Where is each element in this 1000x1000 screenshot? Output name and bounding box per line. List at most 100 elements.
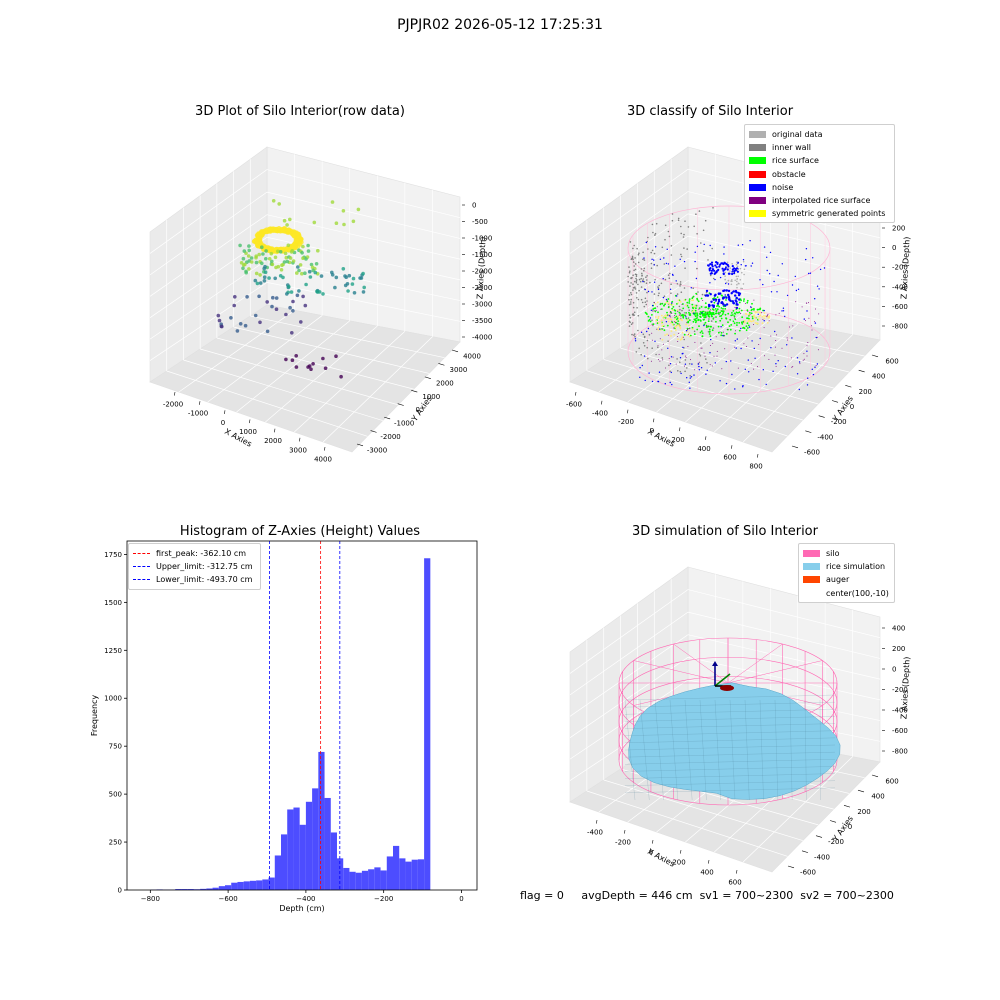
- noise-point: [727, 293, 730, 297]
- original-point: [735, 275, 738, 278]
- grid-line: [233, 326, 430, 374]
- noise-point: [781, 310, 783, 312]
- legend-auger: auger: [803, 573, 888, 586]
- noise-point: [698, 365, 700, 368]
- noise-point: [671, 302, 673, 304]
- symmetric-point: [753, 316, 756, 318]
- original-point: [731, 279, 733, 281]
- interpolated-point: [680, 316, 682, 318]
- rice-surface-point: [730, 314, 733, 317]
- interpolated-point: [781, 347, 783, 349]
- legend-line: [133, 553, 150, 555]
- symmetric-point: [667, 320, 670, 323]
- legend-label: first_peak: -362.10 cm: [156, 549, 247, 559]
- plot4-z-tick-label: -800: [892, 748, 908, 756]
- noise-point: [815, 336, 817, 339]
- symmetric-point: [666, 333, 668, 336]
- data-point: [291, 299, 295, 304]
- symmetric-point: [678, 324, 680, 327]
- plot2-x-tick-mark: [679, 427, 681, 432]
- noise-point: [714, 298, 718, 301]
- noise-point: [679, 258, 681, 260]
- symmetric-point: [691, 328, 694, 331]
- noise-point: [740, 264, 742, 266]
- data-point: [284, 357, 288, 362]
- data-point: [344, 275, 349, 280]
- plot1-z-tick-label: -4000: [472, 334, 492, 342]
- rice-mesh-line: [624, 766, 836, 772]
- noise-point: [734, 388, 736, 390]
- interpolated-point: [767, 314, 769, 316]
- symmetric-point: [752, 320, 755, 322]
- inner-wall-point: [636, 307, 638, 309]
- inner-wall-point: [705, 358, 707, 360]
- symmetric-point: [681, 336, 684, 339]
- data-point: [273, 255, 278, 260]
- inner-wall-point: [683, 247, 685, 249]
- rice-surface-point: [746, 322, 749, 325]
- plot1-x-tick-label: -1000: [188, 410, 208, 418]
- plot2-x-tick-mark: [757, 453, 759, 458]
- data-point: [258, 273, 262, 277]
- rice-surface-point: [725, 333, 728, 335]
- data-point: [295, 293, 300, 298]
- plot2-x-tick-mark: [575, 391, 577, 396]
- rice-surface-point: [699, 315, 701, 318]
- plot1-raw-data-3d: -2000-100001000200030004000-3000-2000-10…: [149, 146, 492, 464]
- rice-surface-point: [686, 301, 689, 304]
- histogram-bar: [249, 880, 257, 890]
- noise-point: [647, 290, 650, 293]
- grid-line: [569, 280, 881, 361]
- grid-line: [714, 329, 826, 433]
- rice-surface-point: [722, 312, 725, 314]
- data-point: [249, 260, 254, 264]
- rice-surface-point: [644, 311, 647, 314]
- noise-point: [796, 357, 799, 359]
- inner-wall-point: [637, 314, 640, 317]
- noise-point: [719, 276, 722, 279]
- data-point: [351, 219, 356, 224]
- interpolated-point: [685, 356, 687, 358]
- noise-point: [649, 317, 652, 319]
- plot3-histogram: −800 −600 −400 −200 0 0 250 500 750 1000 1250 1500 1…: [90, 540, 478, 913]
- symmetric-point: [654, 303, 657, 305]
- interpolated-point: [694, 341, 696, 343]
- data-point: [339, 374, 343, 379]
- rice-surface-point: [702, 310, 705, 313]
- data-point: [262, 266, 267, 271]
- data-point: [279, 268, 284, 272]
- rice-surface-point: [725, 299, 727, 301]
- inner-wall-point: [671, 219, 674, 222]
- noise-point: [806, 384, 809, 386]
- data-point: [255, 281, 260, 286]
- rice-surface-point: [732, 320, 735, 323]
- inner-wall-point: [663, 295, 666, 298]
- grid-line: [149, 214, 461, 297]
- interpolated-point: [799, 363, 801, 365]
- noise-point: [791, 284, 794, 286]
- inner-wall-point: [643, 335, 646, 338]
- plot1-y-tick-label: 4000: [463, 353, 481, 361]
- rice-surface-point: [742, 300, 745, 302]
- noise-point: [670, 371, 672, 374]
- symmetric-point: [677, 302, 680, 304]
- rice-surface-point: [703, 318, 705, 321]
- histogram-bar: [231, 882, 238, 890]
- histogram-bar: [212, 887, 219, 890]
- inner-wall-point: [648, 334, 651, 336]
- inner-wall-point: [640, 268, 643, 270]
- data-point: [247, 244, 251, 248]
- data-point: [229, 316, 233, 320]
- interpolated-point: [687, 329, 688, 331]
- noise-point: [676, 295, 678, 297]
- inner-wall-point: [706, 362, 708, 364]
- interpolated-point: [665, 367, 667, 369]
- noise-point: [714, 362, 716, 364]
- data-point: [270, 259, 274, 264]
- histogram-bar: [318, 751, 325, 890]
- inner-wall-point: [670, 254, 673, 256]
- noise-point: [722, 269, 725, 272]
- data-point: [249, 256, 254, 260]
- data-point: [345, 282, 350, 286]
- plot2-x-tick-label: -600: [566, 401, 582, 409]
